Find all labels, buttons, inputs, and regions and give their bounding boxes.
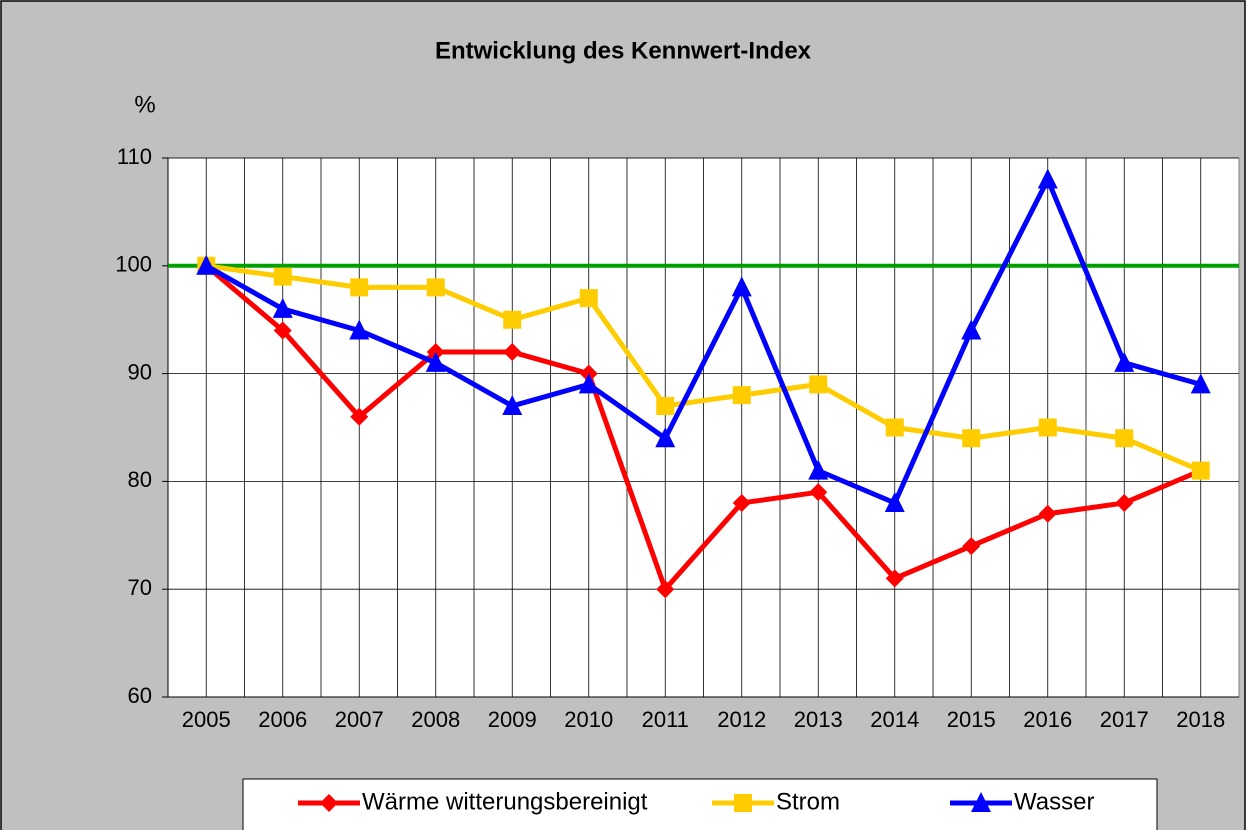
marker xyxy=(885,418,904,437)
x-tick-label: 2013 xyxy=(794,707,843,732)
marker xyxy=(885,569,904,588)
marker xyxy=(1037,168,1058,189)
legend-marker xyxy=(971,792,991,812)
marker xyxy=(350,407,369,426)
marker xyxy=(426,278,445,297)
marker xyxy=(1115,429,1134,448)
marker xyxy=(272,297,293,318)
marker xyxy=(656,580,675,599)
series-line xyxy=(204,263,1202,592)
chart-title: Entwicklung des Kennwert-Index xyxy=(435,37,812,64)
marker xyxy=(732,493,751,512)
marker xyxy=(503,343,522,362)
marker xyxy=(196,254,217,275)
marker xyxy=(273,267,292,286)
x-tick-label: 2015 xyxy=(947,707,996,732)
marker xyxy=(273,321,292,340)
marker xyxy=(809,483,828,502)
marker xyxy=(961,319,982,340)
marker xyxy=(503,310,522,329)
y-tick-label: 110 xyxy=(117,144,152,169)
marker xyxy=(1190,373,1211,394)
marker xyxy=(502,394,523,415)
x-tick-label: 2005 xyxy=(182,707,231,732)
x-tick-label: 2006 xyxy=(258,707,307,732)
y-tick-label: 100 xyxy=(115,252,152,277)
marker xyxy=(1038,418,1057,437)
legend-marker xyxy=(320,794,338,812)
x-tick-label: 2014 xyxy=(870,707,919,732)
legend-label: Strom xyxy=(776,788,840,815)
x-tick-label: 2016 xyxy=(1023,707,1072,732)
legend-label: Wärme witterungsbereinigt xyxy=(362,788,648,815)
marker xyxy=(1114,351,1135,372)
x-tick-label: 2012 xyxy=(717,707,766,732)
x-tick-label: 2018 xyxy=(1176,707,1225,732)
marker xyxy=(808,459,829,480)
legend-label: Wasser xyxy=(1014,788,1094,815)
x-tick-label: 2017 xyxy=(1100,707,1149,732)
marker xyxy=(1191,461,1210,480)
marker xyxy=(731,276,752,297)
marker xyxy=(732,386,751,405)
marker xyxy=(350,278,369,297)
marker xyxy=(656,396,675,415)
y-axis-label: % xyxy=(134,91,155,118)
series-line xyxy=(205,177,1202,506)
marker xyxy=(962,429,981,448)
marker xyxy=(655,427,676,448)
x-tick-label: 2010 xyxy=(564,707,613,732)
series-line xyxy=(205,263,1202,473)
y-tick-label: 60 xyxy=(128,683,152,708)
marker xyxy=(962,537,981,556)
marker xyxy=(1038,504,1057,523)
x-tick-label: 2008 xyxy=(411,707,460,732)
y-tick-label: 70 xyxy=(128,575,152,600)
marker xyxy=(349,319,370,340)
y-tick-label: 90 xyxy=(128,359,152,384)
x-tick-label: 2007 xyxy=(335,707,384,732)
marker xyxy=(579,289,598,308)
x-tick-label: 2011 xyxy=(642,707,689,732)
x-tick-label: 2009 xyxy=(488,707,537,732)
marker xyxy=(1115,493,1134,512)
marker xyxy=(809,375,828,394)
y-tick-label: 80 xyxy=(128,467,152,492)
marker xyxy=(425,351,446,372)
marker xyxy=(884,491,905,512)
marker xyxy=(578,373,599,394)
legend-marker xyxy=(734,794,752,812)
